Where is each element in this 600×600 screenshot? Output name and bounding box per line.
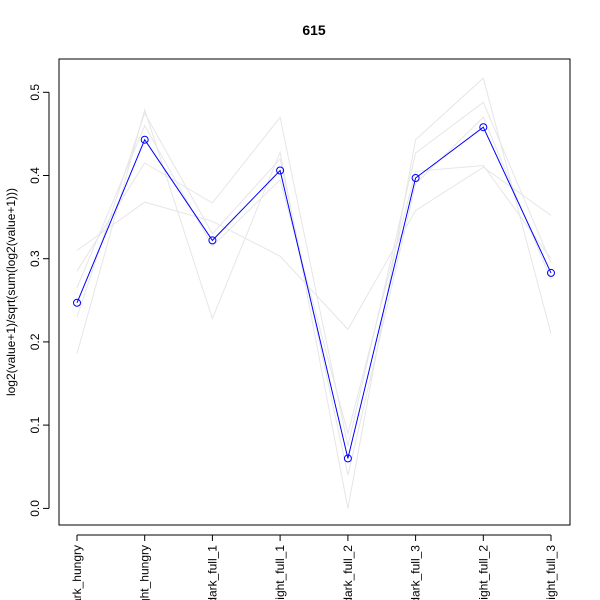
background-series-line [76, 124, 552, 436]
x-tick-label: light_hungry [138, 545, 152, 600]
y-tick-label: 0.4 [28, 167, 42, 184]
data-point [208, 236, 217, 245]
x-tick-label: light_full_1 [273, 545, 287, 600]
highlight-series-group [73, 123, 555, 463]
background-series-group [76, 77, 552, 509]
x-tick-label: dark_full_3 [409, 545, 423, 600]
x-tick-label: dark_full_2 [341, 545, 355, 600]
data-point [276, 166, 285, 175]
x-tick-label: dark_full_1 [205, 545, 219, 600]
data-point [73, 298, 81, 307]
y-tick-label: 0.2 [28, 333, 42, 350]
x-tick-label: dark_hungry [70, 545, 84, 600]
y-tick-label: 0.5 [28, 84, 42, 101]
x-tick-label: light_full_3 [544, 545, 558, 600]
background-series-line [76, 77, 552, 509]
x-axis: dark_hungry light_hungry dark_full_1 light_… [70, 534, 558, 600]
data-point [140, 135, 149, 144]
background-series-line [76, 166, 552, 331]
y-tick-label: 0.1 [28, 416, 42, 433]
plot-frame [58, 58, 571, 526]
data-point [411, 174, 420, 182]
y-tick-label: 0.3 [28, 250, 42, 267]
background-series-line [76, 111, 552, 476]
y-tick-label: 0.0 [28, 500, 42, 517]
y-axis: 0.0 0.1 0.2 0.3 0.4 0.5 [28, 84, 50, 517]
chart-title: 615 [302, 22, 326, 38]
data-point [343, 454, 352, 463]
highlight-series-line [76, 126, 552, 459]
background-series-line [76, 101, 552, 447]
x-tick-label: light_full_2 [476, 545, 490, 600]
data-point [547, 268, 555, 277]
y-axis-label: log2(value+1)/sqrt(sum(log2(value+1))) [4, 188, 18, 396]
data-point [479, 123, 488, 132]
